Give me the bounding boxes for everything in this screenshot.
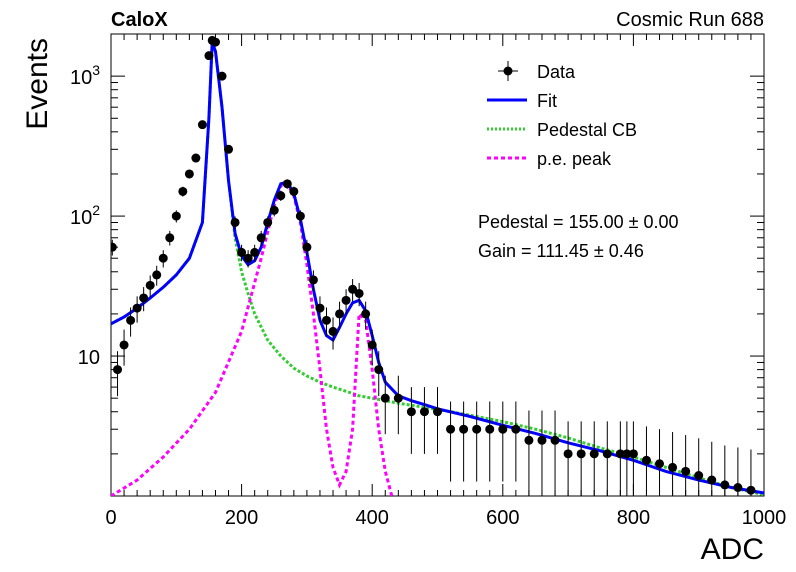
data-point: [550, 435, 560, 445]
data-point: [681, 466, 691, 476]
data-point: [256, 233, 266, 243]
data-point: [282, 179, 292, 189]
data-point: [152, 270, 162, 280]
data-point: [367, 340, 377, 350]
data-point: [197, 120, 207, 130]
data-point: [498, 424, 508, 434]
data-point: [204, 51, 214, 61]
x-tick-label: 800: [617, 507, 650, 529]
data-point: [243, 253, 253, 263]
annotation-gain: Gain = 111.45 ± 0.46: [478, 241, 644, 261]
data-point: [321, 315, 331, 325]
data-point: [132, 303, 142, 313]
data-point: [184, 169, 194, 179]
data-point: [720, 480, 730, 490]
data-point: [589, 449, 599, 459]
data-point: [746, 485, 756, 495]
data-point: [433, 407, 442, 417]
data-point: [374, 365, 384, 375]
data-point: [628, 449, 638, 459]
y-tick-label: 103: [70, 62, 100, 89]
y-tick-label: 102: [70, 202, 100, 229]
data-point: [524, 435, 534, 445]
data-point: [485, 424, 495, 434]
data-point: [171, 211, 181, 221]
data-points: [111, 35, 756, 496]
series-p-e-peak: [111, 182, 394, 496]
data-point: [419, 407, 429, 417]
data-point: [230, 217, 240, 227]
legend: Data Fit Pedestal CB p.e. peak: [487, 61, 637, 169]
data-point: [165, 233, 175, 243]
y-tick-label: 10: [78, 347, 100, 369]
data-point: [361, 309, 371, 319]
data-point: [655, 459, 665, 469]
data-point: [158, 253, 168, 263]
data-point: [537, 435, 547, 445]
annotation-pedestal: Pedestal = 155.00 ± 0.00: [478, 212, 679, 232]
data-point: [145, 280, 155, 290]
data-point: [733, 483, 743, 493]
data-point: [622, 449, 632, 459]
legend-label: Pedestal CB: [537, 120, 637, 140]
data-point: [289, 186, 299, 196]
data-point: [341, 295, 351, 305]
data-point: [210, 37, 220, 47]
data-point: [668, 462, 678, 472]
data-point: [178, 186, 188, 196]
legend-marker: [503, 66, 513, 76]
data-point: [694, 471, 704, 481]
data-point: [563, 449, 573, 459]
data-point: [315, 303, 325, 313]
x-tick-label: 400: [356, 507, 389, 529]
data-point: [472, 424, 482, 434]
data-point: [348, 284, 358, 294]
axis-ticks: [110, 33, 765, 497]
data-point: [393, 393, 403, 403]
data-point: [295, 211, 305, 221]
legend-label: Data: [537, 62, 576, 82]
data-point: [302, 242, 312, 252]
data-point: [406, 407, 416, 417]
data-point: [615, 449, 625, 459]
x-axis-label: ADC: [701, 533, 764, 566]
data-point: [308, 275, 318, 285]
data-point: [113, 365, 123, 375]
data-point: [119, 340, 129, 350]
data-point: [269, 205, 279, 215]
data-point: [446, 424, 456, 434]
x-tick-labels: 0 200 400 600 800 1000: [105, 507, 786, 529]
data-point: [328, 326, 338, 336]
data-point: [250, 247, 260, 257]
data-point: [380, 393, 390, 403]
data-point: [237, 247, 247, 257]
x-tick-label: 600: [486, 507, 519, 529]
x-tick-label: 200: [225, 507, 258, 529]
data-point: [111, 242, 117, 252]
data-point: [224, 144, 234, 154]
data-point: [263, 217, 273, 227]
data-point: [641, 455, 651, 465]
data-point: [126, 315, 136, 325]
data-point: [217, 71, 227, 81]
data-point: [602, 449, 612, 459]
data-point: [511, 424, 521, 434]
chart-label-left: CaloX: [111, 9, 168, 31]
data-point: [276, 191, 286, 201]
x-tick-label: 1000: [742, 507, 787, 529]
legend-label: p.e. peak: [537, 149, 612, 169]
data-point: [459, 424, 469, 434]
legend-label: Fit: [537, 91, 557, 111]
data-point: [707, 475, 717, 485]
data-point: [335, 309, 345, 319]
data-point: [354, 288, 364, 298]
x-tick-label: 0: [105, 507, 116, 529]
data-point: [576, 449, 586, 459]
data-point: [139, 293, 149, 303]
y-axis-label: Events: [21, 38, 54, 130]
data-point: [191, 153, 201, 163]
chart-label-right: Cosmic Run 688: [616, 9, 764, 31]
y-tick-labels: 10 102 103: [70, 62, 100, 369]
